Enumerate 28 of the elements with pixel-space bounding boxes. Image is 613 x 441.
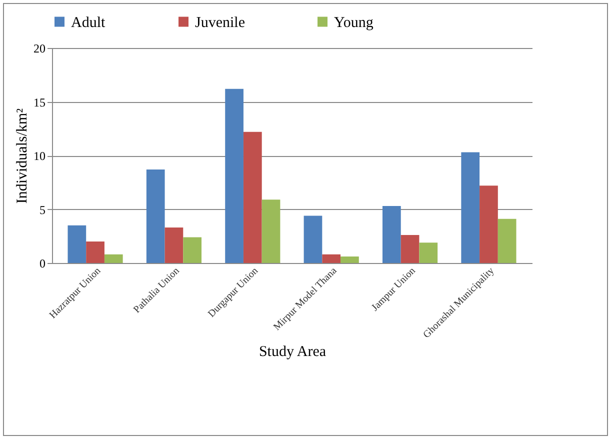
legend-label: Adult xyxy=(71,14,106,31)
bar xyxy=(243,132,262,263)
legend-label: Young xyxy=(334,14,374,31)
y-tick-label: 10 xyxy=(34,149,46,163)
bar xyxy=(322,254,341,263)
bar xyxy=(86,242,104,263)
bar xyxy=(225,88,244,263)
y-tick-label: 0 xyxy=(40,256,46,270)
bar xyxy=(68,225,86,263)
bar xyxy=(480,186,498,263)
bar xyxy=(498,218,516,263)
bar xyxy=(461,152,480,263)
bar xyxy=(340,256,359,263)
bar xyxy=(146,169,165,263)
bar xyxy=(262,200,280,263)
bar xyxy=(164,228,184,263)
bar xyxy=(183,237,202,263)
y-axis-title: Individuals/km² xyxy=(14,108,30,204)
legend-label: Juvenile xyxy=(195,14,246,31)
bar xyxy=(104,254,123,263)
bar xyxy=(400,235,420,263)
y-tick-label: 20 xyxy=(34,42,46,56)
x-axis-title: Study Area xyxy=(258,344,326,360)
bar xyxy=(419,242,438,263)
y-tick-label: 15 xyxy=(34,95,46,110)
y-tick-label: 5 xyxy=(40,202,46,217)
bar xyxy=(382,206,401,263)
bar xyxy=(304,216,322,263)
